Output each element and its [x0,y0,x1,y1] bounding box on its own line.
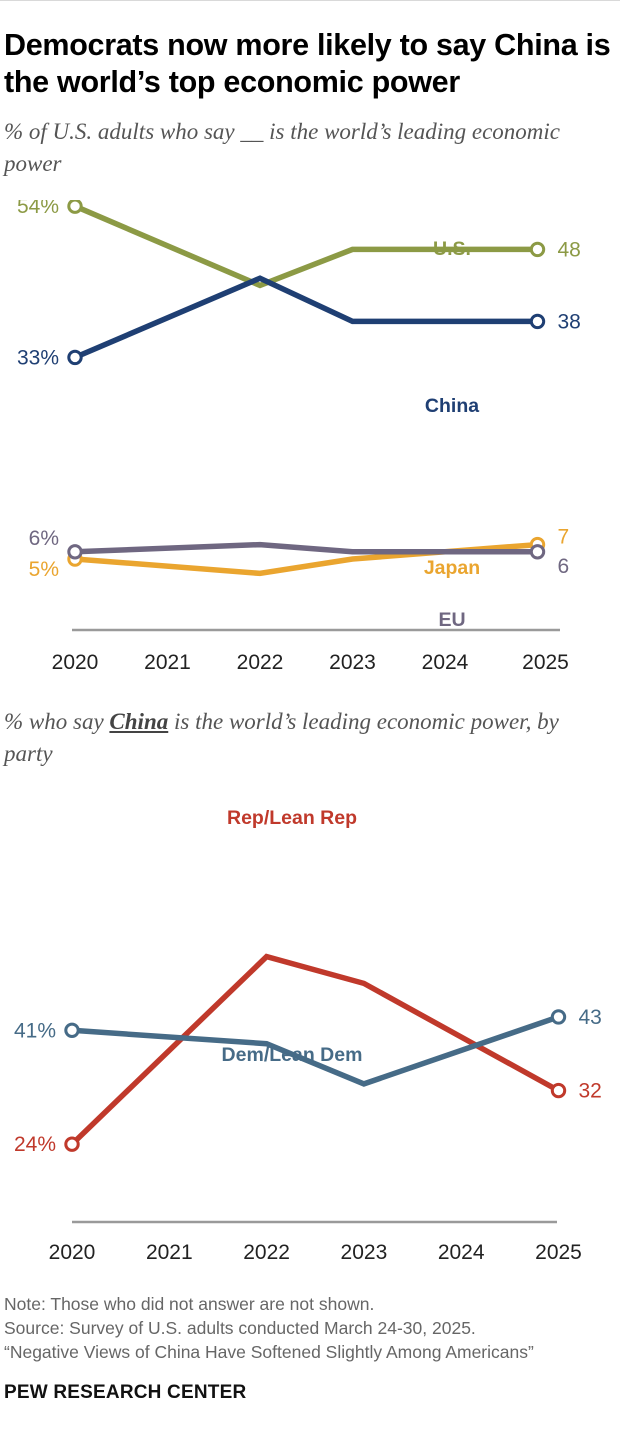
end-value-label-rep-lean-rep: 32 [579,1080,602,1103]
x-tick-label: 2025 [522,651,569,674]
end-value-label-japan: 7 [558,526,570,549]
end-value-label-eu: 6 [558,555,570,578]
start-value-label-eu: 6% [29,527,59,550]
start-point-eu [67,544,83,560]
brand-logo-text: PEW RESEARCH CENTER [4,1382,247,1403]
end-point-rep-lean-rep [550,1082,567,1099]
top-rule [0,0,620,1]
chart2-svg: 2020 2021 2022 2023 2024 2025 24% 32 Rep/Lean Re… [14,807,602,1264]
chart-title: Democrats now more likely to say China i… [4,28,611,99]
end-point-u-s [529,241,546,258]
end-point-eu [529,544,546,560]
end-point-china [529,313,546,330]
chart2-subtitle-after: is the world’s leading economic power, b… [4,709,559,766]
x-tick-label: 2025 [535,1241,582,1264]
start-value-label-japan: 5% [29,558,59,581]
start-value-label-u-s: 54% [17,200,59,218]
footer-report: “Negative Views of China Have Softened S… [4,1342,534,1362]
start-point-u-s [67,200,83,214]
start-point-dem-lean-dem [64,1022,80,1039]
series-name-label-dem-lean-dem: Dem/Lean Dem [222,1044,363,1066]
start-point-china [67,349,83,366]
start-value-label-rep-lean-rep: 24% [14,1133,56,1156]
series-line-u-s [73,203,538,289]
chart2-subtitle: % who say China is the world’s leading e… [4,706,604,770]
chart2-subtitle-before: % who say [4,709,110,734]
x-tick-label: 2024 [438,1241,485,1264]
x-tick-label: 2020 [49,1241,96,1264]
series-name-label-japan: Japan [424,557,480,579]
series-line-china [73,275,538,360]
series-name-label-u-s: U.S. [433,238,471,260]
chart1-subtitle: % of U.S. adults who say __ is the world… [4,119,561,176]
end-value-label-dem-lean-dem: 43 [579,1006,602,1029]
x-tick-label: 2021 [146,1241,193,1264]
end-value-label-u-s: 48 [558,238,581,261]
start-value-label-china: 33% [17,346,59,369]
end-point-dem-lean-dem [550,1009,567,1025]
footer: Note: Those who did not answer are not s… [4,1292,616,1364]
start-point-rep-lean-rep [64,1136,80,1152]
chart2-subtitle-emphasis: China [109,709,169,734]
x-tick-label: 2023 [341,1241,388,1264]
x-tick-label: 2020 [52,651,99,674]
series-name-label-eu: EU [438,609,465,631]
x-tick-label: 2021 [144,651,191,674]
footer-note: Note: Those who did not answer are not s… [4,1294,375,1314]
series-name-label-china: China [425,395,479,417]
chart1-svg: 2020 2021 2022 2023 2024 2025 54% 48 U.S. 33% 38 Ch… [17,200,581,674]
start-value-label-dem-lean-dem: 41% [14,1019,56,1042]
series-line-rep-lean-rep [70,953,560,1147]
x-tick-label: 2022 [237,651,284,674]
x-tick-label: 2022 [243,1241,290,1264]
x-tick-label: 2024 [422,651,469,674]
footer-source: Source: Survey of U.S. adults conducted … [4,1318,476,1338]
end-value-label-china: 38 [558,310,581,333]
series-line-dem-lean-dem [71,1014,560,1087]
series-line-eu [74,541,538,555]
series-name-label-rep-lean-rep: Rep/Lean Rep [227,807,357,829]
x-tick-label: 2023 [329,651,376,674]
